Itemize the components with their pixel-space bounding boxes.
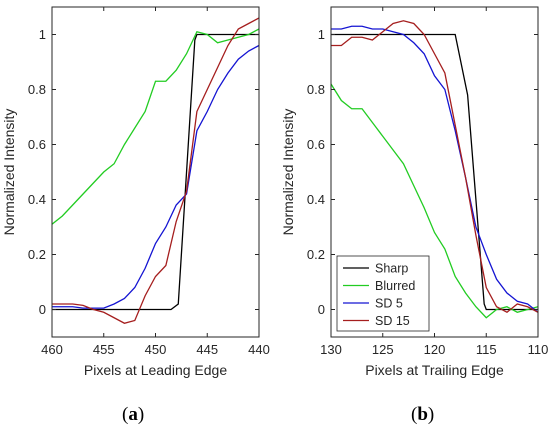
series-line-blurred-b [331,83,538,319]
series-line-sd-5-b [331,25,538,313]
y-tick-label-b-2: 0.4 [307,192,325,207]
y-tick-label-a-0: 0 [39,302,46,317]
panel-label-a-open: ( [122,404,129,425]
y-tick-label-b-5: 1 [318,27,325,42]
axes-box-a [51,6,260,338]
x-tick-label-a-2: 450 [145,342,167,357]
panel-label-a-letter: a [128,404,138,425]
y-tick-label-a-4: 0.8 [28,82,46,97]
legend-entry-sharp: Sharp [375,262,408,276]
y-tick-label-a-3: 0.6 [28,137,46,152]
series-line-sharp-b [331,33,538,311]
x-tick-label-b-3: 115 [476,342,497,357]
series-line-sharp-a [52,33,259,311]
panel-label-b-open: ( [411,404,418,425]
x-tick-label-b-2: 120 [424,342,446,357]
series-line-sd-15-b [331,20,538,314]
y-tick-label-a-5: 1 [39,27,46,42]
series-line-sd-5-a [52,44,259,309]
legend-entry-blurred: Blurred [375,279,415,293]
panel-label-a-close: ) [137,404,145,425]
panel-label-b-letter: b [417,404,428,425]
panel-label-b: (b) [411,404,434,426]
x-tick-label-b-4: 110 [528,342,549,357]
y-tick-label-a-1: 0.2 [28,247,46,262]
chart-panel-a: 460 455 450 445 440 0 0.2 0.4 0.6 0.8 1 Pixels at L… [1,6,270,378]
panel-label-b-close: ) [427,404,435,425]
x-axis-label-b: Pixels at Trailing Edge [365,362,504,378]
series-line-blurred-a [52,28,259,225]
y-axis-label-b: Normalized Intensity [280,109,296,236]
panel-label-a: (a) [122,404,144,426]
y-tick-label-a-2: 0.4 [28,192,46,207]
legend-entry-sd-15: SD 15 [375,314,410,328]
series-line-sd-15-a [52,17,259,324]
x-tick-label-a-4: 440 [248,342,270,357]
x-tick-label-a-0: 460 [41,342,63,357]
x-tick-label-a-1: 455 [93,342,115,357]
y-tick-label-b-4: 0.8 [307,82,325,97]
x-tick-label-b-1: 125 [372,342,394,357]
x-tick-label-a-3: 445 [196,342,218,357]
x-tick-label-b-0: 130 [320,342,342,357]
y-tick-label-b-0: 0 [318,302,325,317]
chart-panel-b: 130 125 120 115 110 0 0.2 0.4 0.6 0.8 1 Pixels at T… [280,6,549,378]
y-tick-label-b-1: 0.2 [307,247,325,262]
legend-entry-sd-5: SD 5 [375,297,403,311]
y-tick-label-b-3: 0.6 [307,137,325,152]
x-axis-label-a: Pixels at Leading Edge [84,362,227,378]
y-axis-label-a: Normalized Intensity [1,109,17,236]
legend-b: Sharp Blurred SD 5 SD 15 [336,255,430,332]
